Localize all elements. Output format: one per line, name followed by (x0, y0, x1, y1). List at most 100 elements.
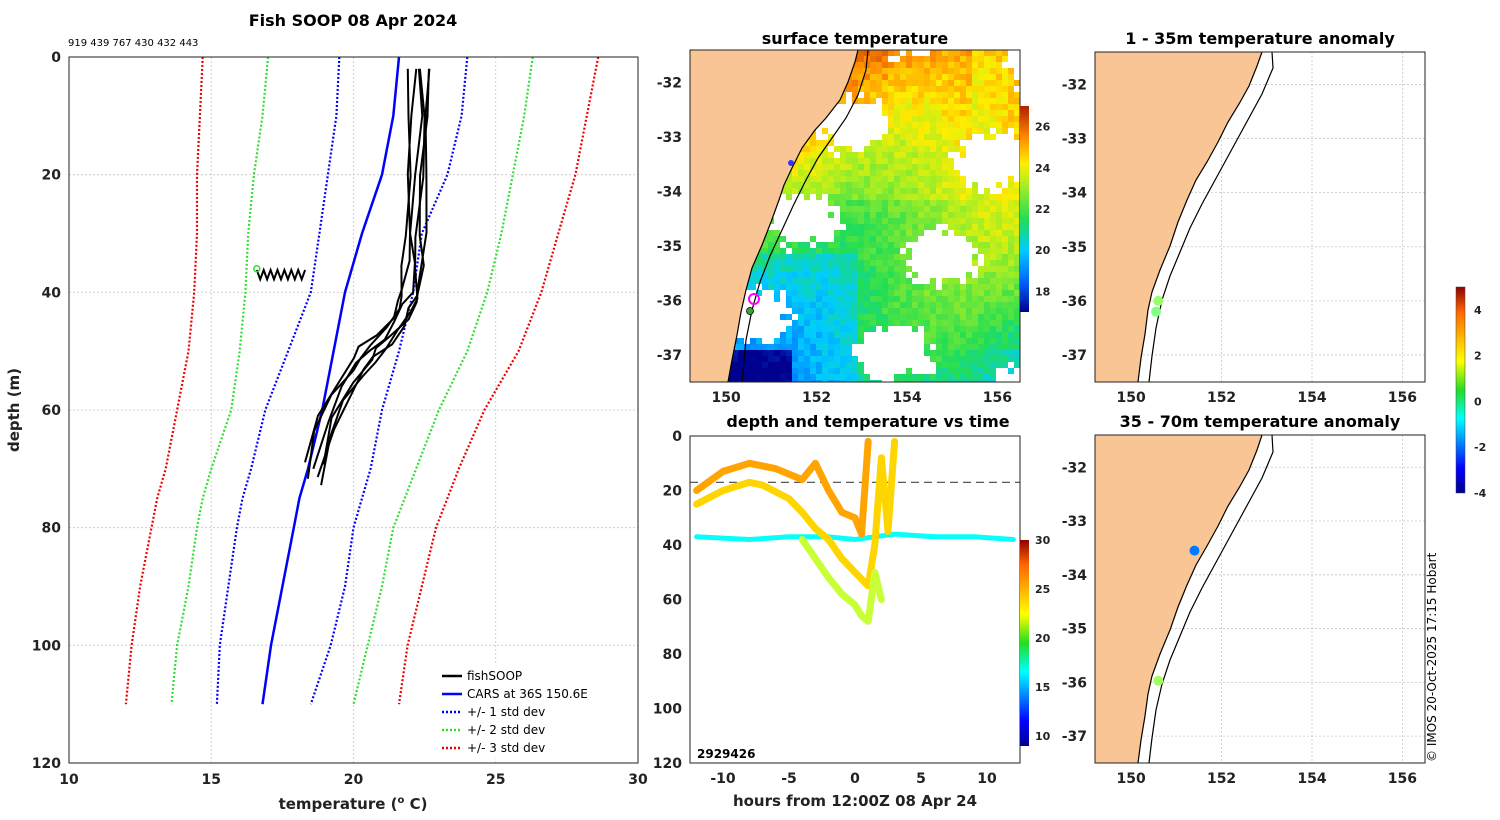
sst-cell (918, 188, 924, 194)
sst-cell (954, 344, 960, 350)
sst-cell (864, 152, 870, 158)
sst-cell (930, 290, 936, 296)
sst-cell (966, 302, 972, 308)
sst-cell (936, 80, 942, 86)
sst-cell (888, 152, 894, 158)
sst-cell (870, 302, 876, 308)
sst-cell (1014, 182, 1020, 188)
sst-cell (972, 242, 978, 248)
sst-cell (864, 230, 870, 236)
sst-cell (978, 236, 984, 242)
sst-cell (870, 56, 876, 62)
sst-cell (906, 122, 912, 128)
sst-cell (978, 296, 984, 302)
sst-cell (912, 164, 918, 170)
sst-cell (900, 152, 906, 158)
sst-cell (1014, 188, 1020, 194)
anomaly-point (1153, 675, 1164, 686)
sst-cell (828, 140, 834, 146)
sst-cell (804, 362, 810, 368)
sst-cell (948, 302, 954, 308)
sst-cell (984, 308, 990, 314)
sst-cell (990, 338, 996, 344)
sst-cell (960, 74, 966, 80)
sst-cell (912, 230, 918, 236)
sst-cell (1014, 224, 1020, 230)
sst-cell (876, 194, 882, 200)
sst-cell (846, 344, 852, 350)
sst-cell (984, 272, 990, 278)
sst-cell (852, 194, 858, 200)
sst-cell (930, 314, 936, 320)
sst-title: surface temperature (762, 29, 949, 48)
sst-cell (846, 212, 852, 218)
sst-cell (960, 206, 966, 212)
sst-cell (924, 134, 930, 140)
sst-cell (834, 314, 840, 320)
sst-cell (750, 284, 756, 290)
sst-cell (924, 86, 930, 92)
sst-cell (858, 200, 864, 206)
anomaly-shallow-frame (1094, 51, 1426, 383)
sst-cell (906, 92, 912, 98)
sst-cell (840, 170, 846, 176)
sst-cell (846, 242, 852, 248)
sst-cell (1014, 350, 1020, 356)
sst-cell (894, 278, 900, 284)
sst-cell (966, 362, 972, 368)
x-tick-label: 154 (1297, 771, 1326, 787)
sst-cell (786, 374, 792, 380)
sst-cell (924, 302, 930, 308)
sst-cell (948, 332, 954, 338)
sst-cell (822, 296, 828, 302)
sst-cell (864, 296, 870, 302)
sst-cell (882, 284, 888, 290)
sst-cell (966, 86, 972, 92)
sst-cell (888, 272, 894, 278)
sst-cell (882, 236, 888, 242)
sst-cell (1014, 344, 1020, 350)
sst-cell (924, 188, 930, 194)
sst-cell (966, 320, 972, 326)
sst-cell (942, 80, 948, 86)
y-tick-label: -33 (1062, 132, 1087, 148)
sst-cell (792, 170, 798, 176)
sst-cell (936, 188, 942, 194)
sst-cell (936, 170, 942, 176)
sst-cell (978, 104, 984, 110)
sst-cell (936, 356, 942, 362)
sst-cell (972, 338, 978, 344)
sst-cell (912, 320, 918, 326)
sst-cell (816, 266, 822, 272)
sst-cell (798, 374, 804, 380)
sst-cell (972, 326, 978, 332)
sst-cell (918, 296, 924, 302)
sst-cell (942, 146, 948, 152)
sst-cell (882, 56, 888, 62)
sst-cell (918, 74, 924, 80)
legend-label: +/- 2 std dev (467, 723, 545, 737)
sst-cell (990, 260, 996, 266)
sst-cell (768, 230, 774, 236)
legend-label: fishSOOP (467, 669, 522, 683)
sst-cell (996, 122, 1002, 128)
sst-cell (888, 122, 894, 128)
sst-cell (828, 164, 834, 170)
sst-cell (774, 278, 780, 284)
sst-cell (1002, 308, 1008, 314)
sst-cell (798, 356, 804, 362)
sst-cell (1014, 356, 1020, 362)
sst-cell (882, 62, 888, 68)
sst-cell (924, 122, 930, 128)
sst-cell (1008, 218, 1014, 224)
sst-cell (822, 128, 828, 134)
sst-cell (924, 380, 930, 382)
sst-cell (894, 68, 900, 74)
sst-cell (972, 80, 978, 86)
anomaly-deep-title: 35 - 70m temperature anomaly (1120, 412, 1401, 431)
sst-cell (780, 314, 786, 320)
sst-cell (912, 182, 918, 188)
anomaly-deep-shelf-contour (1148, 435, 1274, 763)
sst-cell (804, 302, 810, 308)
